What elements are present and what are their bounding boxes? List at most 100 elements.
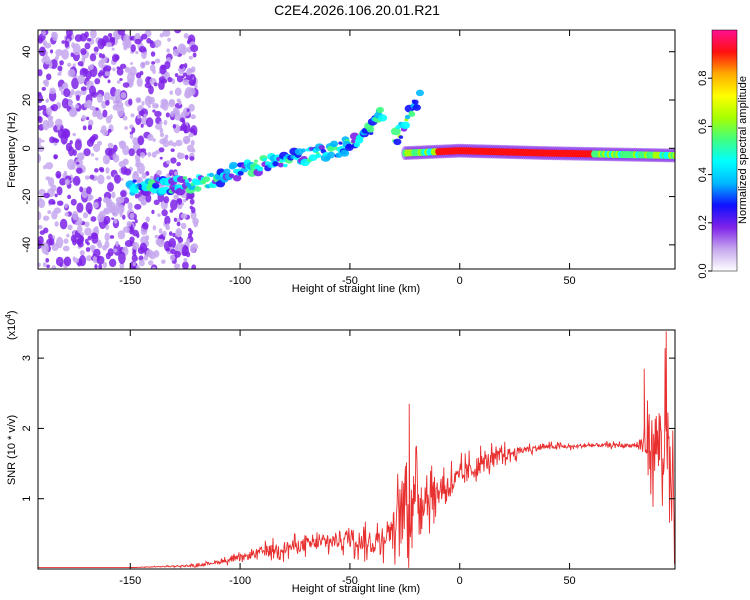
spectrogram-point — [129, 133, 134, 140]
snr-panel: -150 -100 -50 0 50 1 2 3 Height of straight li… — [4, 310, 676, 595]
spectrogram-point — [122, 226, 130, 233]
spectrogram-point — [315, 153, 322, 159]
spectrogram-point — [84, 42, 91, 50]
spectrogram-point — [160, 98, 169, 106]
spectrogram-point — [89, 105, 96, 111]
spectrogram-point — [38, 235, 44, 245]
spectrogram-point — [177, 203, 183, 210]
spectrogram-point — [167, 37, 171, 42]
spectrogram-point — [183, 258, 188, 263]
spectrogram-point — [174, 30, 182, 34]
spectrogram-point — [43, 192, 50, 199]
spectrogram-point — [62, 83, 67, 89]
spectrogram-point — [138, 46, 147, 53]
spectrogram-point — [331, 143, 337, 148]
spectrogram-point — [142, 221, 149, 230]
spectrogram-point — [123, 45, 128, 51]
spectrogram-point — [67, 68, 76, 78]
colorbar-tick-label: 0.0 — [697, 263, 709, 278]
spectrogram-point — [140, 123, 144, 128]
spectrogram-point — [327, 145, 335, 152]
spectrogram-point — [67, 224, 73, 231]
spectrogram-point — [80, 86, 87, 92]
spectrogram-point — [202, 176, 211, 183]
spectrogram-point — [132, 241, 140, 250]
spectrogram-point — [61, 40, 65, 44]
spectrogram-point — [147, 151, 152, 157]
spectrogram-point — [122, 115, 128, 121]
spectrogram-point — [164, 215, 171, 225]
spectrogram-point — [91, 233, 99, 244]
spectrogram-point — [47, 210, 52, 215]
spectrogram-y-label: Frequency (Hz) — [6, 112, 18, 188]
spectrogram-point — [300, 148, 306, 153]
spectrogram-point — [124, 126, 128, 130]
spectrogram-point — [174, 87, 182, 96]
spectrogram-y-axis: -40 -20 0 20 40 — [21, 46, 675, 253]
spectrogram-point — [117, 30, 126, 36]
spectrogram-point — [120, 177, 124, 181]
spectrogram-point — [172, 123, 177, 129]
spectrogram-point — [83, 148, 91, 157]
spectrogram-point — [42, 262, 47, 268]
spectrogram-point — [114, 174, 121, 184]
spectrogram-point — [90, 216, 97, 222]
spectrogram-point — [49, 87, 56, 95]
spectrogram-point — [408, 111, 416, 117]
y-tick-label: -40 — [21, 237, 33, 253]
x-tick-label: -100 — [229, 275, 251, 287]
spectrogram-point — [107, 32, 113, 38]
spectrogram-point — [134, 219, 138, 224]
spectrogram-point — [46, 264, 50, 269]
spectrogram-point — [103, 215, 111, 225]
spectrogram-point — [89, 244, 96, 251]
spectrogram-point — [76, 161, 80, 165]
spectrogram-point — [172, 232, 176, 238]
spectrogram-point — [170, 199, 178, 211]
snr-x-label: Height of straight line (km) — [292, 583, 420, 595]
spectrogram-point — [412, 104, 421, 111]
spectrogram-point — [132, 261, 136, 267]
spectrogram-point — [38, 199, 46, 209]
spectrogram-point — [71, 42, 76, 49]
spectrogram-point — [272, 161, 279, 167]
spectrogram-point — [81, 114, 87, 122]
spectrogram-point — [44, 55, 51, 65]
spectrogram-point — [122, 145, 130, 156]
spectrogram-point — [89, 53, 97, 62]
spectrogram-point — [183, 33, 189, 39]
spectrogram-point — [120, 140, 127, 148]
spectrogram-point — [131, 266, 137, 269]
spectrogram-point — [163, 119, 168, 126]
spectrogram-point — [120, 190, 127, 198]
spectrogram-point — [164, 61, 171, 70]
y-tick-label: 0 — [21, 145, 33, 151]
spectrogram-point — [135, 50, 139, 55]
spectrogram-point — [85, 116, 90, 121]
spectrogram-point — [229, 161, 238, 169]
spectrogram-point — [44, 42, 52, 49]
spectrogram-point — [54, 138, 60, 143]
spectrogram-point — [56, 186, 63, 196]
spectrogram-point — [61, 98, 70, 109]
spectrogram-point — [177, 237, 184, 244]
colorbar-tick-label: 0.8 — [697, 71, 709, 86]
spectrogram-point — [165, 112, 170, 118]
spectrogram-point — [130, 61, 134, 66]
spectrogram-point — [66, 30, 73, 37]
spectrogram-point — [57, 72, 62, 76]
colorbar-label: Normalized spectral amplitude — [737, 76, 749, 224]
spectrogram-point — [395, 124, 401, 130]
spectrogram-point — [182, 107, 191, 117]
spectrogram-point — [115, 197, 121, 203]
spectrogram-point — [283, 163, 288, 168]
spectrogram-point — [47, 177, 55, 187]
spectrogram-point — [130, 113, 135, 118]
spectrogram-point — [176, 230, 182, 237]
spectrogram-point — [90, 30, 97, 39]
spectrogram-point — [41, 139, 45, 143]
spectrogram-point — [159, 120, 163, 125]
spectrogram-point — [308, 154, 318, 162]
spectrogram-point — [63, 238, 69, 244]
spectrogram-point — [155, 58, 161, 64]
